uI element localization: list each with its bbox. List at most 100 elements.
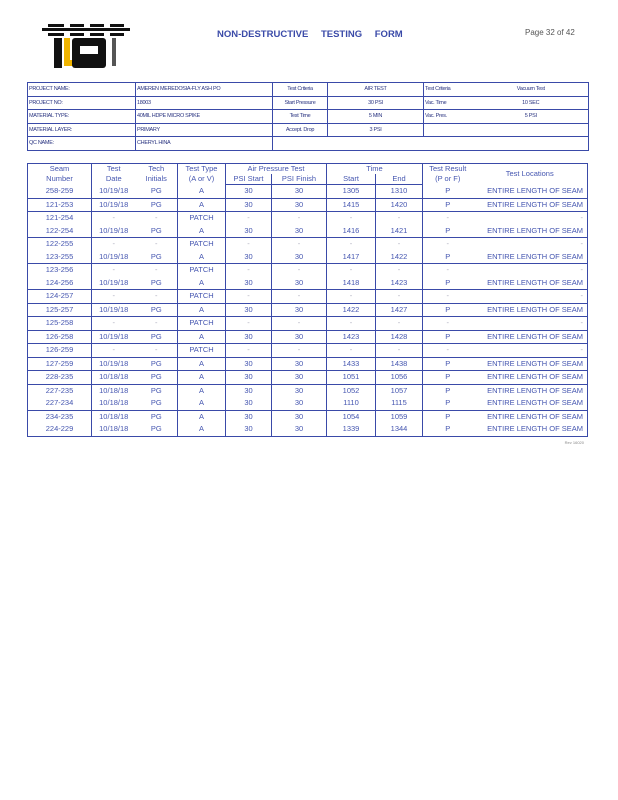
table-row: 125-258- - PATCH - - - - - - xyxy=(27,316,588,331)
project-no: 18003 xyxy=(135,95,273,110)
psi-start: - xyxy=(225,343,272,358)
table-row: 123-256- - PATCH - - - - - - xyxy=(28,263,588,277)
test-location: - xyxy=(580,265,584,274)
tech-initials: PG xyxy=(135,303,178,317)
time-start: - xyxy=(326,211,376,225)
company-logo xyxy=(42,24,130,68)
col-test-result: Test Result (P or F) xyxy=(422,163,473,185)
time-start: 1433 xyxy=(326,357,376,371)
test-location: ENTIRE LENGTH OF SEAM xyxy=(472,276,588,290)
page-number: Page 32 of 42 xyxy=(525,28,575,37)
time-start: - xyxy=(326,343,376,358)
tech-initials: PG xyxy=(135,250,178,264)
psi-finish: - xyxy=(271,263,327,277)
seam-number: 127-259 xyxy=(27,357,92,371)
label: Test Criteria xyxy=(272,82,328,97)
test-date: 10/18/18 xyxy=(91,410,136,423)
seam-number: 121-254 xyxy=(45,213,74,222)
form-title: NON-DESTRUCTIVE TESTING FORM xyxy=(217,29,403,40)
test-date: 10/18/18 xyxy=(91,423,136,436)
test-result: P xyxy=(422,357,473,371)
psi-finish: 30 xyxy=(271,224,327,238)
table-row: 228-235 10/18/18 PG A 30 30 1051 1056 P ENTIRE LE… xyxy=(27,370,588,385)
psi-finish: 30 xyxy=(271,357,327,371)
col-tech-initials: Tech Initials xyxy=(145,164,167,184)
test-result: P xyxy=(422,224,473,238)
test-date: 10/18/18 xyxy=(91,370,136,385)
test-result: P xyxy=(422,330,473,344)
test-type: PATCH xyxy=(177,316,226,331)
tech-initials: PG xyxy=(135,276,178,290)
time-end: 1420 xyxy=(375,198,423,212)
table-row: 123-255 10/19/18 PG A 30 30 1417 1422 P ENTIRE LE… xyxy=(27,250,588,264)
label: PROJECT NAME: xyxy=(27,82,136,97)
test-type: PATCH xyxy=(177,211,226,225)
time-start: 1418 xyxy=(326,276,376,290)
psi-start: 30 xyxy=(225,357,272,371)
table-row: 121-253 10/19/18 PG A 30 30 1415 1420 P ENTIRE LE… xyxy=(27,198,588,212)
label: PROJECT NO: xyxy=(27,95,136,110)
start-pressure: 30 PSI xyxy=(327,95,424,110)
time-end: 1115 xyxy=(375,397,423,411)
revision-label: Rev 16020 xyxy=(564,439,584,445)
time-end: 1059 xyxy=(375,410,423,423)
seam-test-section: Seam Number Test Date Tech Initials Test… xyxy=(27,163,588,446)
time-end: 1344 xyxy=(375,423,423,436)
table-row: 125-257 10/19/18 PG A 30 30 1422 1427 P ENTIRE LE… xyxy=(27,303,588,317)
test-result: P xyxy=(422,370,473,385)
table-row: 122-255- - PATCH - - - - - - xyxy=(28,237,588,251)
test-date: 10/19/18 xyxy=(91,184,136,199)
col-test-type: Test Type (A or V) xyxy=(177,163,226,185)
test-criteria: AIR TEST xyxy=(327,82,424,97)
time-end: 1422 xyxy=(375,250,423,264)
project-info-table: PROJECT NAME: AMEREN MEREDOSIA-FLY ASH PO… xyxy=(27,82,589,151)
test-type: PATCH xyxy=(177,263,226,277)
time-end: 1423 xyxy=(375,276,423,290)
time-end: 1438 xyxy=(375,357,423,371)
seam-number: 227-235 xyxy=(45,385,74,395)
time-end: 1421 xyxy=(375,224,423,238)
material-type: 40MIL HDPE MICRO SPIKE xyxy=(135,109,273,124)
tech-initials: PG xyxy=(135,357,178,371)
psi-finish: 30 xyxy=(271,410,327,423)
psi-finish: 30 xyxy=(271,250,327,264)
test-result: P xyxy=(422,384,473,397)
col-start: Start xyxy=(326,174,376,185)
test-location: ENTIRE LENGTH OF SEAM xyxy=(472,397,588,411)
seam-number: 234-235 xyxy=(45,411,74,421)
psi-start: 30 xyxy=(225,384,272,397)
test-result: P xyxy=(422,198,473,212)
table-row: 227-234 10/18/18 PG A 30 30 1110 1115 P ENTIRE LE… xyxy=(27,397,588,411)
table-row: 234-235 10/18/18 PG A 30 30 1054 1059 P ENTIRE LE… xyxy=(28,410,588,423)
seam-number: 258-259 xyxy=(27,184,92,199)
test-result: P xyxy=(422,276,473,290)
test-result: P xyxy=(422,250,473,264)
table-row: 124-257- - PATCH - - - - - - xyxy=(27,289,588,304)
test-date: 10/19/18 xyxy=(91,276,136,290)
label: QC NAME: xyxy=(27,136,136,151)
time-end: 1057 xyxy=(375,384,423,397)
time-end: 1428 xyxy=(375,330,423,344)
test-date: 10/19/18 xyxy=(91,224,136,238)
tech-initials: PG xyxy=(135,370,178,385)
time-start: 1417 xyxy=(326,250,376,264)
test-date: - xyxy=(91,211,136,225)
test-criteria-2: Vacuum Test xyxy=(473,82,589,97)
col-psi-finish: PSI Finish xyxy=(271,174,327,185)
label: Test Time xyxy=(272,109,328,124)
psi-start: 30 xyxy=(225,423,272,436)
test-date: 10/19/18 xyxy=(91,330,136,344)
test-result: P xyxy=(422,184,473,199)
label: Test Criteria xyxy=(423,82,474,97)
test-location: ENTIRE LENGTH OF SEAM xyxy=(472,330,588,344)
psi-finish: - xyxy=(271,343,327,358)
psi-start: 30 xyxy=(225,397,272,411)
test-type: A xyxy=(177,330,226,344)
test-date: - xyxy=(91,237,136,251)
test-location: ENTIRE LENGTH OF SEAM xyxy=(487,424,583,433)
psi-finish: 30 xyxy=(271,370,327,385)
psi-finish: 30 xyxy=(271,276,327,290)
time-start: - xyxy=(326,289,376,304)
time-end: - xyxy=(375,289,423,304)
seam-number: 228-235 xyxy=(27,370,92,385)
